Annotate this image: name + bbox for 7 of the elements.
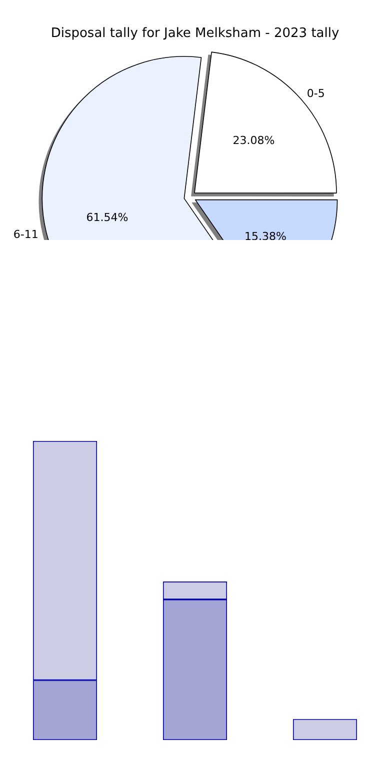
- bar: [293, 719, 357, 740]
- data-label: 15.38%: [244, 230, 286, 244]
- chart-title: Disposal tally for Jake Melksham - 2023 tally: [50, 26, 340, 41]
- data-label: 61.54%: [86, 210, 128, 224]
- slice-label: 0-5: [306, 86, 325, 100]
- slice-label: 6-11: [13, 228, 38, 241]
- data-label: 23.08%: [232, 134, 275, 148]
